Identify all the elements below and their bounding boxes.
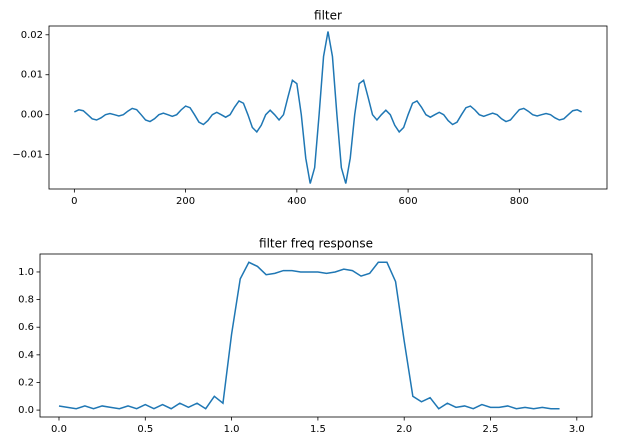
y-tick-label: 0.01 [21,70,43,81]
x-tick-label: 200 [176,196,195,207]
axes-frame [39,253,593,418]
y-tick-label: 0.02 [21,30,43,41]
y-tick-label: 0.6 [18,322,34,333]
data-line [74,31,582,184]
x-tick-label: 1.0 [224,424,240,435]
x-tick-label: 600 [399,196,418,207]
x-tick-label: 3.0 [569,424,585,435]
data-line [58,261,560,410]
x-tick-label: 1.5 [310,424,326,435]
x-tick-label: 0 [71,196,77,207]
y-tick-label: 0.00 [21,110,43,121]
x-tick-label: 800 [510,196,529,207]
axes-frame [48,25,608,190]
x-tick-label: 2.0 [396,424,412,435]
y-tick-label: 0.0 [18,405,34,416]
x-tick-label: 2.5 [483,424,499,435]
x-tick-label: 0.0 [51,424,67,435]
x-tick-label: 0.5 [137,424,153,435]
x-tick-label: 400 [287,196,306,207]
y-tick-label: 0.2 [18,377,34,388]
chart-title: filter [314,9,342,23]
y-tick-label: 0.4 [18,350,34,361]
y-tick-label: −0.01 [12,150,43,161]
chart-title: filter freq response [259,237,373,251]
y-tick-label: 1.0 [18,267,34,278]
y-tick-label: 0.8 [18,295,34,306]
